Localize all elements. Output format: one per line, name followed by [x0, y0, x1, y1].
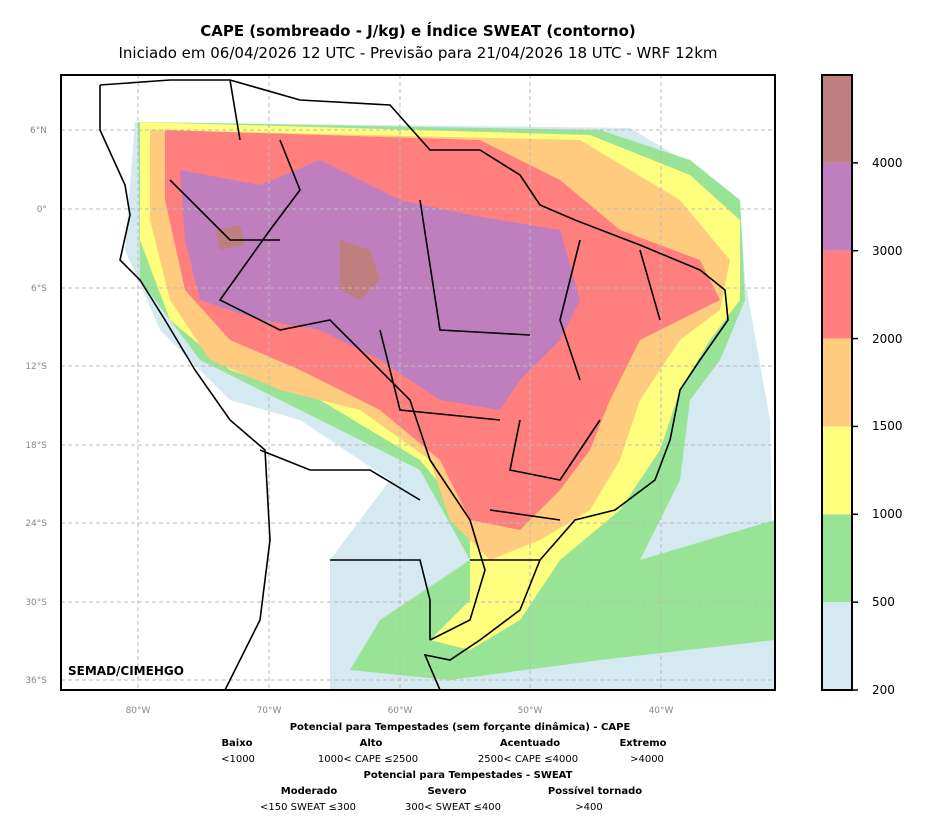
cape-3000-4000: [180, 160, 580, 410]
sweat-legend-title: Potencial para Tempestades - SWEAT: [363, 770, 573, 781]
lat-tick: 12°S: [25, 362, 47, 372]
colorbar-segment: [822, 514, 852, 603]
colorbar-segment: [822, 250, 852, 339]
sweat-level-range: >400: [575, 802, 603, 813]
lat-tick: 6°N: [30, 126, 47, 136]
colorbar-label: 1500: [872, 419, 903, 434]
borders: [99, 79, 729, 690]
cape-level-name: Acentuado: [499, 738, 561, 749]
cape-shading: [125, 122, 775, 690]
colorbar-label: 200: [872, 683, 895, 697]
chart-subtitle: Iniciado em 06/04/2026 12 UTC - Previsão…: [118, 44, 718, 62]
lat-tick: 0°: [37, 205, 47, 215]
lon-tick-labels: 80°W 70°W 60°W 50°W 40°W: [126, 706, 674, 716]
colorbar-segment: [822, 338, 852, 427]
cape-over-4000: [215, 225, 380, 300]
sweat-level-name: Moderado: [280, 786, 338, 797]
colorbar-segment: [822, 426, 852, 515]
lat-tick-labels: 6°N 0° 6°S 12°S 18°S 24°S 30°S 36°S: [25, 126, 47, 686]
colorbar-label: 4000: [872, 155, 903, 170]
colorbar-label: 3000: [872, 243, 903, 258]
lat-tick: 18°S: [25, 441, 47, 451]
cape-level-range: >4000: [630, 754, 664, 765]
country-borders: [169, 79, 431, 640]
sweat-level-name: Possível tornado: [547, 786, 643, 797]
lon-tick: 40°W: [649, 706, 674, 716]
lat-tick: 6°S: [31, 284, 47, 294]
state-borders: [379, 199, 661, 561]
colorbar-label: 2000: [872, 331, 903, 346]
colorbar-frame: [821, 74, 853, 691]
lon-tick: 60°W: [388, 706, 413, 716]
sweat-level-range: <150 SWEAT ≤300: [259, 802, 357, 813]
colorbar-label: 1000: [872, 507, 903, 522]
lat-tick: 24°S: [25, 519, 47, 529]
credit-label: SEMAD/CIMEHGO: [68, 664, 184, 678]
cape-level-range: 2500< CAPE ≤4000: [477, 754, 579, 765]
cape-level-range: <1000: [221, 754, 255, 765]
cape-level-name: Extremo: [619, 738, 667, 749]
colorbar-segment: [822, 602, 852, 690]
sweat-level-name: Severo: [427, 786, 467, 797]
coastline: [99, 79, 729, 690]
cape-legend-title: Potencial para Tempestades (sem forçante…: [289, 722, 631, 733]
colorbar-segment: [822, 162, 852, 251]
sweat-level-range: 300< SWEAT ≤400: [404, 802, 502, 813]
lon-tick: 50°W: [518, 706, 543, 716]
chart-title: CAPE (sombreado - J/kg) e Índice SWEAT (…: [200, 22, 636, 40]
cape-level-range: 1000< CAPE ≤2500: [317, 754, 419, 765]
gridlines: [61, 75, 775, 690]
colorbar: [821, 74, 858, 691]
brazil-border: [218, 139, 486, 641]
cape-level-name: Alto: [359, 738, 383, 749]
lon-tick: 80°W: [126, 706, 151, 716]
map-frame: [60, 74, 776, 691]
lat-tick: 30°S: [25, 598, 47, 608]
lon-tick: 70°W: [257, 706, 282, 716]
colorbar-segment: [822, 75, 852, 163]
cape-level-name: Baixo: [221, 738, 253, 749]
lat-tick: 36°S: [25, 676, 47, 686]
colorbar-label: 500: [872, 595, 895, 610]
